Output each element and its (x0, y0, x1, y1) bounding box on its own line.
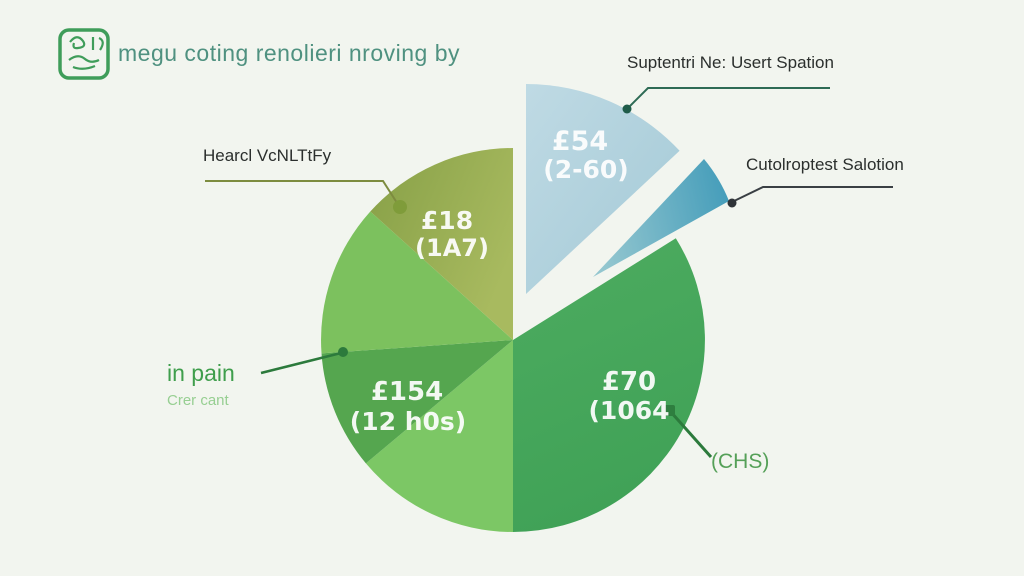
pie-slice-right-green (513, 238, 705, 533)
slice-value-right-green: £70 (601, 367, 657, 397)
leader-line-in-pain (260, 351, 342, 375)
leader-line-top-right (627, 87, 830, 109)
callout-label-chs: (CHS) (711, 450, 770, 473)
slice-count-left-green: (12 h0s) (349, 407, 467, 436)
pie-slice-olive (370, 148, 513, 340)
slice-value-lightblue: £54 (551, 126, 609, 157)
pie-slice-left-green (321, 340, 513, 464)
callout-label-in-pain: in pain (167, 360, 235, 386)
slice-count-right-green: (1064 (588, 396, 670, 425)
pie-slice-exploded-lightblue (526, 84, 680, 294)
slice-value-left-green: £154 (370, 377, 444, 407)
leader-dot-in-pain (338, 347, 348, 357)
page-title: megu coting renolieri nroving by (118, 40, 461, 66)
leader-line-right (731, 186, 893, 203)
leader-dot-chs (664, 405, 675, 416)
leader-line-upper-left (205, 180, 400, 207)
callout-label-upper-left: Hearcl VcNLTtFy (203, 146, 332, 165)
logo-icon (58, 28, 110, 80)
leader-line-chs (668, 410, 713, 458)
callout-sublabel-in-pain: Crer cant (167, 392, 229, 409)
callout-label-right: Cutolroptest Salotion (746, 155, 904, 174)
leader-dot-right (727, 198, 737, 208)
leader-dot-top-right (622, 104, 632, 114)
slice-value-olive: £18 (420, 206, 474, 235)
pie-slice-bottom-green (365, 340, 513, 533)
pie-slice-upper-left-green (321, 211, 513, 354)
pie-slice-exploded-teal (593, 159, 729, 277)
callout-label-top-right: Suptentri Ne: Usert Spation (627, 53, 834, 72)
slice-count-olive: (1A7) (415, 234, 489, 262)
slice-count-lightblue: (2-60) (543, 155, 629, 184)
leader-dot-upper-left (393, 200, 407, 214)
